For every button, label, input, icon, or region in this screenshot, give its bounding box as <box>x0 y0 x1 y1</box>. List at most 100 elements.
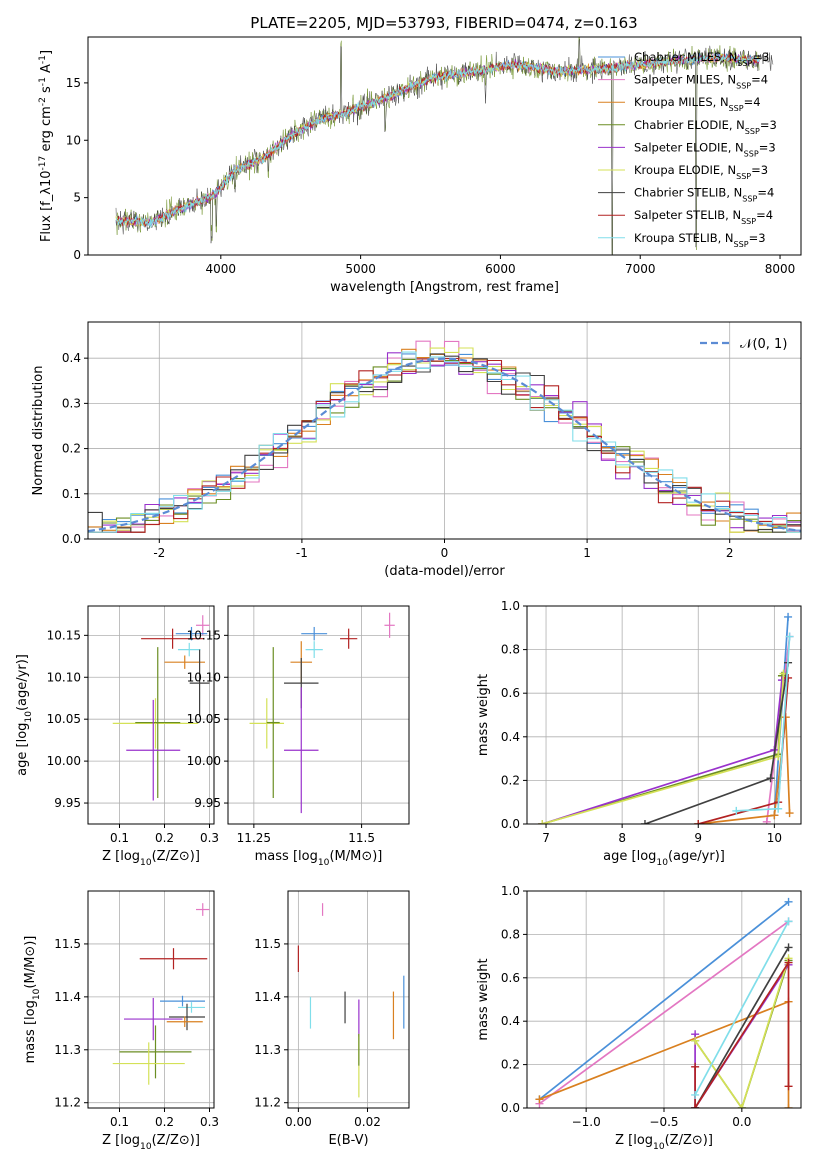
label-fragment: SSP <box>737 59 752 68</box>
series-line <box>698 717 791 824</box>
spectrum-series-line <box>115 39 774 255</box>
label-fragment: (Z/Z⊙)] <box>152 1133 200 1148</box>
label-fragment: mass [ <box>23 1020 38 1063</box>
series-line <box>541 675 783 824</box>
x-tick-label: 0.2 <box>155 1115 174 1129</box>
errorbar-point <box>166 1016 203 1028</box>
x-tick-label: 9 <box>694 831 702 845</box>
x-axis-label: wavelength [Angstrom, rest frame] <box>330 280 559 295</box>
chart-age_vs_mass: 11.25 11.5 9.95 10.00 10.05 10.10 10.15 mass [l… <box>187 605 410 868</box>
plot-area <box>112 903 210 1085</box>
label-fragment: -2 <box>38 97 48 106</box>
label-fragment: log <box>15 723 30 743</box>
plot-area <box>112 615 210 801</box>
label-fragment: log <box>23 1000 38 1020</box>
chart-spectrum: 4000 5000 6000 7000 8000 0 5 10 15 wavelength [An… <box>38 36 802 295</box>
label-fragment: log <box>637 849 657 864</box>
axes-frame <box>526 605 802 825</box>
x-tick-label: 1 <box>583 546 591 560</box>
x-tick-label: 2 <box>726 546 734 560</box>
label-fragment: 10 <box>140 1142 152 1152</box>
x-tick-label: −0.5 <box>649 1115 678 1129</box>
label-fragment: -1 <box>38 55 48 64</box>
label-fragment: 10 <box>656 858 668 868</box>
series-marker <box>785 632 794 641</box>
y-tick-label: 10.15 <box>47 628 81 642</box>
label-fragment: 10 <box>653 1142 665 1152</box>
y-tick-label: 10.00 <box>187 754 221 768</box>
y-tick-label: 11.4 <box>254 990 281 1004</box>
series-marker <box>538 820 547 824</box>
axes-frame <box>87 36 802 256</box>
errorbar-point <box>284 687 319 814</box>
series-marker <box>784 1082 793 1091</box>
series-marker <box>774 804 783 813</box>
series-line <box>694 959 790 1108</box>
y-tick-label: 1.0 <box>501 884 520 898</box>
y-tick-label: 0.4 <box>501 1014 520 1028</box>
normal-reference-curve <box>88 357 801 533</box>
label-fragment: SSP <box>742 194 757 203</box>
y-axis-label: mass [log10(M/M⊙)] <box>23 936 42 1064</box>
series-marker <box>535 1095 544 1104</box>
x-tick-label: 0.1 <box>110 831 129 845</box>
label-fragment: SSP <box>741 217 756 226</box>
errorbar-point <box>196 615 210 636</box>
y-tick-label: 0.8 <box>501 927 520 941</box>
label-fragment: =3 <box>759 140 776 154</box>
label-fragment: SSP <box>736 81 751 90</box>
x-axis-label: Z [log10(Z/Z⊙)] <box>102 849 200 868</box>
series-marker <box>732 806 741 815</box>
series-marker <box>640 820 649 824</box>
plot-area <box>115 37 774 255</box>
label-fragment: (age/yr)] <box>15 654 30 711</box>
label-fragment: SSP <box>736 172 751 181</box>
label-fragment: (Z/Z⊙)] <box>665 1133 713 1148</box>
label-fragment: Chabrier STELIB, N <box>634 186 742 200</box>
errorbar-point <box>112 1042 185 1085</box>
series-marker <box>762 817 771 824</box>
axes-frame <box>227 605 410 825</box>
label-fragment: =3 <box>752 50 769 64</box>
x-tick-label: 0 <box>441 546 449 560</box>
x-tick-label: 0.00 <box>285 1115 312 1129</box>
x-axis-label: age [log10(age/yr)] <box>603 849 725 868</box>
label-fragment: -1 <box>38 77 48 86</box>
series-line <box>538 920 790 1105</box>
y-tick-label: 0 <box>73 248 81 262</box>
errorbar-point <box>196 903 210 916</box>
label-fragment: (age/yr)] <box>668 849 725 864</box>
y-tick-label: 11.3 <box>254 1043 281 1057</box>
label-fragment: log <box>298 849 318 864</box>
label-fragment: Normed distribution <box>31 366 46 496</box>
label-fragment: =4 <box>751 73 768 87</box>
histogram-series <box>88 347 801 533</box>
series-line <box>694 920 790 1096</box>
series-line <box>694 946 790 1108</box>
y-tick-label: 0.0 <box>501 1101 520 1115</box>
label-fragment: s <box>39 86 54 97</box>
errorbar-point <box>139 948 208 970</box>
label-fragment: =3 <box>760 118 777 132</box>
label-fragment: SSP <box>745 126 760 135</box>
x-tick-label: 0.3 <box>200 831 219 845</box>
figure-title: PLATE=2205, MJD=53793, FIBERID=0474, z=0… <box>250 14 637 32</box>
histogram-series <box>88 353 801 533</box>
label-fragment: wavelength [Angstrom, rest frame] <box>330 280 559 295</box>
series-marker <box>766 774 775 783</box>
label-fragment: mass [ <box>255 849 298 864</box>
label-fragment: 10 <box>140 858 152 868</box>
x-tick-label: 7000 <box>625 262 656 276</box>
label-fragment: =4 <box>757 186 774 200</box>
errorbar-point <box>119 1025 192 1079</box>
y-tick-label: 10.05 <box>187 712 221 726</box>
y-tick-label: 0.8 <box>501 643 520 657</box>
label-fragment: 10 <box>24 711 34 723</box>
axes-frame <box>87 605 215 825</box>
plot-area <box>535 897 793 1108</box>
legend-label: Kroupa MILES, NSSP=4 <box>634 95 761 113</box>
y-tick-label: 11.3 <box>54 1043 81 1057</box>
label-fragment: SSP <box>744 149 759 158</box>
errorbar-point <box>249 698 285 749</box>
